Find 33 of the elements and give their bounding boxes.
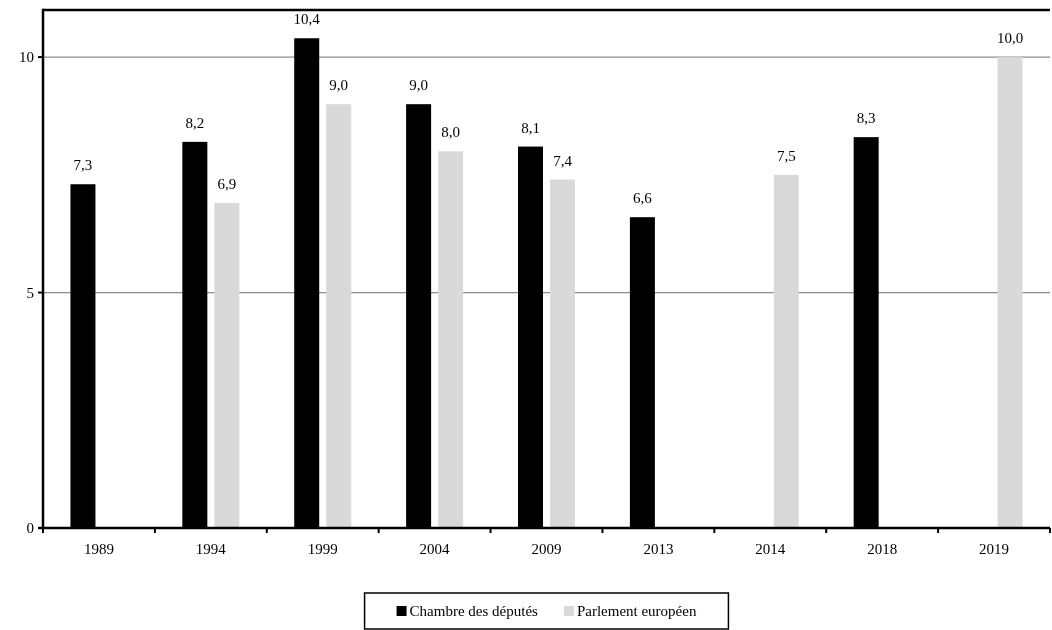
data-label: 10,4 [293,11,321,28]
data-label: 10,0 [996,30,1024,47]
data-label: 7,4 [553,152,573,169]
bar [997,57,1023,528]
bar [550,179,575,528]
x-tick-label: 2004 [419,541,451,557]
bar [326,104,352,528]
y-tick-label: 0 [26,520,34,537]
bar [438,151,464,528]
legend-label: Parlement européen [576,603,697,620]
x-tick-label: 2013 [643,541,674,557]
x-tick-label: 2009 [531,541,562,557]
bar [773,174,799,528]
x-tick-label: 1999 [307,541,338,557]
data-label: 7,5 [776,147,796,164]
data-label: 9,0 [409,77,428,94]
data-label: 6,9 [217,176,237,193]
x-tick-label: 1994 [195,541,227,557]
y-tick-label: 5 [26,284,34,301]
data-label: 8,2 [185,114,205,131]
data-label: 7,3 [73,157,93,174]
legend-label: Chambre des députés [409,603,539,620]
data-label: 6,6 [633,190,653,207]
x-tick-label: 2018 [867,541,898,557]
data-label: 8,1 [521,119,540,136]
x-tick-label: 1989 [83,541,114,557]
bar [214,203,240,528]
x-tick-label: 2014 [755,541,786,557]
data-label: 9,0 [329,77,349,94]
data-label: 8,3 [856,110,876,127]
x-tick-label: 2019 [979,541,1010,557]
y-tick-label: 10 [19,49,34,66]
data-label: 8,0 [441,124,460,141]
